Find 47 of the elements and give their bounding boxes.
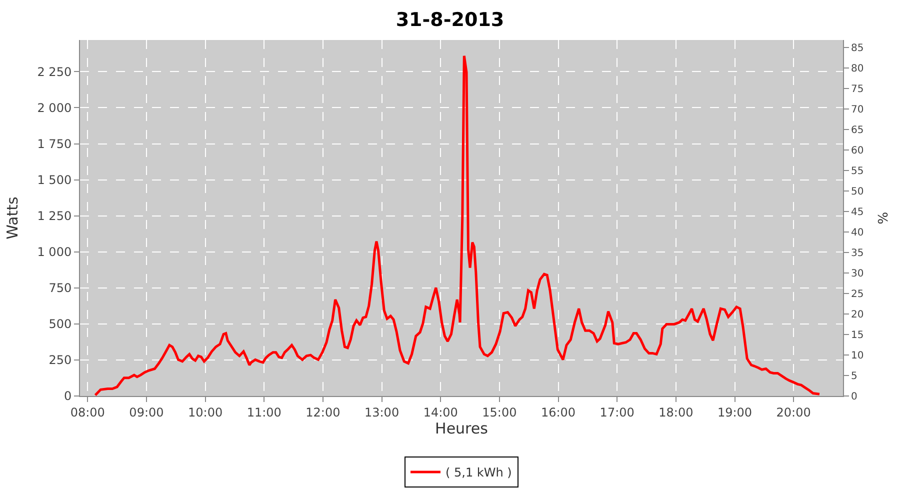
x-tick-label: 14:00	[423, 405, 458, 420]
y2-tick-label: 45	[851, 206, 864, 218]
x-tick-label: 13:00	[364, 405, 400, 420]
y-axis-title: Watts	[3, 196, 22, 240]
y2-tick-label: 65	[851, 124, 864, 136]
y2-tick-label: 30	[851, 268, 864, 280]
y2-tick-label: 80	[851, 63, 864, 74]
x-tick-label: 17:00	[600, 405, 634, 420]
y-tick-label: 2 000	[37, 100, 72, 115]
x-tick-label: 11:00	[246, 405, 282, 420]
y-tick-label: 250	[48, 353, 72, 368]
x-tick-label: 19:00	[717, 405, 752, 420]
y2-tick-label: 55	[851, 166, 864, 177]
x-tick-label: 09:00	[129, 405, 164, 420]
y2-tick-label: 40	[851, 227, 864, 238]
y2-tick-label: 50	[851, 186, 864, 198]
y-tick-label: 1 000	[37, 245, 72, 260]
y2-tick-label: 20	[851, 309, 864, 320]
y2-tick-label: 0	[851, 392, 858, 402]
y-tick-label: 500	[48, 317, 72, 332]
x-axis-title: Heures	[435, 419, 488, 438]
legend-label: ( 5,1 kWh )	[446, 466, 512, 480]
y-tick-label: 1 500	[37, 173, 72, 188]
y2-tick-label: 75	[851, 84, 864, 95]
y2-tick-label: 70	[851, 104, 864, 116]
x-tick-label: 10:00	[188, 405, 223, 420]
y2-tick-label: 60	[851, 145, 864, 156]
y2-tick-label: 5	[851, 370, 858, 382]
x-tick-label: 18:00	[658, 405, 694, 420]
line-series	[94, 54, 821, 396]
y-tick-label: 1 750	[37, 136, 72, 151]
x-tick-label: 20:00	[776, 405, 811, 420]
x-tick-label: 15:00	[482, 405, 517, 420]
x-tick-label: 08:00	[70, 405, 105, 420]
x-tick-label: 12:00	[306, 405, 340, 420]
chart-title: 31-8-2013	[396, 8, 504, 31]
y2-tick-label: 25	[851, 288, 864, 300]
y2-tick-label: 35	[851, 248, 864, 259]
y2-tick-label: 10	[851, 350, 864, 362]
y2-tick-label: 85	[851, 42, 864, 54]
y-tick-label: 0	[64, 389, 72, 404]
y2-axis-title: %	[876, 212, 892, 224]
x-tick-label: 16:00	[540, 405, 576, 420]
y-tick-label: 2 250	[37, 64, 72, 79]
y-tick-label: 1 250	[37, 209, 72, 224]
y-tick-label: 750	[48, 281, 72, 296]
y2-tick-label: 15	[851, 330, 864, 341]
